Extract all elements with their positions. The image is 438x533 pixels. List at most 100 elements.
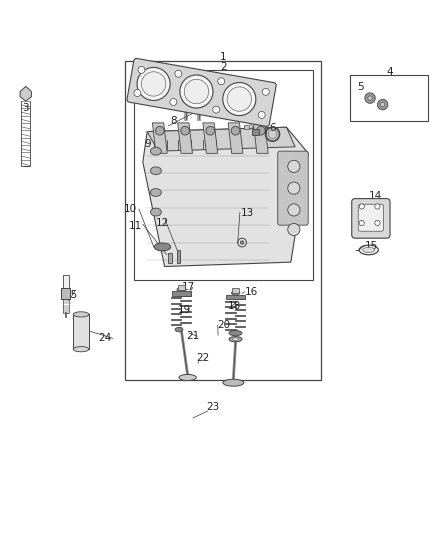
Bar: [178, 285, 185, 290]
Circle shape: [180, 75, 213, 108]
Circle shape: [365, 93, 375, 103]
Polygon shape: [20, 86, 32, 101]
Text: 13: 13: [241, 207, 254, 217]
Circle shape: [378, 99, 388, 110]
FancyBboxPatch shape: [127, 59, 276, 126]
Text: 2: 2: [220, 62, 226, 72]
Polygon shape: [143, 127, 308, 266]
Circle shape: [288, 204, 300, 216]
Ellipse shape: [73, 312, 89, 317]
Bar: [73, 314, 89, 349]
Ellipse shape: [179, 375, 196, 381]
Circle shape: [256, 126, 265, 135]
Circle shape: [240, 241, 244, 244]
Text: 25: 25: [64, 290, 78, 300]
Bar: [125, 61, 321, 379]
Circle shape: [155, 126, 164, 135]
Text: 7: 7: [239, 112, 246, 123]
Text: 20: 20: [218, 320, 231, 330]
Ellipse shape: [150, 189, 161, 197]
FancyBboxPatch shape: [278, 151, 308, 225]
Ellipse shape: [177, 288, 185, 292]
Circle shape: [227, 87, 251, 111]
Bar: [177, 250, 180, 263]
Ellipse shape: [154, 243, 171, 251]
Text: 6: 6: [269, 123, 276, 133]
Text: 24: 24: [99, 333, 112, 343]
Circle shape: [213, 106, 220, 113]
Circle shape: [223, 83, 256, 116]
Circle shape: [138, 67, 145, 74]
Circle shape: [175, 70, 182, 77]
Bar: [168, 253, 172, 263]
Circle shape: [359, 220, 364, 225]
Polygon shape: [228, 123, 243, 154]
Bar: [232, 288, 239, 293]
Text: 8: 8: [170, 116, 177, 126]
Circle shape: [170, 99, 177, 106]
Circle shape: [258, 111, 265, 118]
Ellipse shape: [150, 208, 161, 216]
FancyBboxPatch shape: [352, 199, 390, 238]
Text: 9: 9: [144, 139, 151, 149]
Circle shape: [375, 220, 380, 225]
Circle shape: [194, 95, 202, 103]
Circle shape: [141, 72, 166, 96]
Polygon shape: [178, 123, 192, 154]
Polygon shape: [203, 123, 218, 154]
Circle shape: [137, 67, 170, 101]
Ellipse shape: [233, 338, 239, 341]
Text: 14: 14: [369, 191, 382, 201]
Text: 3: 3: [22, 103, 28, 112]
Circle shape: [262, 88, 269, 95]
Text: 17: 17: [182, 282, 195, 293]
Circle shape: [381, 102, 385, 107]
FancyBboxPatch shape: [358, 204, 384, 231]
Text: 10: 10: [124, 204, 137, 214]
Ellipse shape: [229, 336, 242, 342]
Text: 23: 23: [206, 402, 219, 411]
Bar: [350, 75, 428, 120]
Bar: [61, 288, 70, 299]
Text: 15: 15: [365, 241, 378, 251]
Circle shape: [231, 126, 240, 135]
Bar: [244, 125, 249, 130]
Polygon shape: [253, 123, 268, 154]
Bar: [226, 295, 245, 299]
Text: 5: 5: [357, 82, 364, 92]
Text: 11: 11: [128, 221, 141, 231]
Text: 19: 19: [178, 305, 191, 315]
Circle shape: [218, 78, 225, 85]
Ellipse shape: [150, 167, 161, 175]
Circle shape: [359, 204, 364, 209]
Ellipse shape: [229, 330, 242, 336]
Text: 22: 22: [196, 353, 209, 363]
Circle shape: [288, 160, 300, 173]
Polygon shape: [152, 123, 167, 154]
Text: 16: 16: [244, 287, 258, 297]
Ellipse shape: [223, 379, 244, 386]
Circle shape: [288, 223, 300, 236]
Text: 12: 12: [156, 218, 170, 228]
Ellipse shape: [150, 147, 161, 155]
Text: 4: 4: [387, 67, 393, 77]
Ellipse shape: [363, 247, 375, 253]
Circle shape: [134, 90, 141, 96]
Ellipse shape: [73, 346, 89, 352]
Text: 21: 21: [186, 331, 200, 341]
Bar: [172, 292, 191, 296]
Circle shape: [183, 95, 190, 103]
Circle shape: [206, 126, 215, 135]
Circle shape: [375, 204, 380, 209]
Circle shape: [184, 79, 208, 104]
Text: 18: 18: [228, 301, 241, 311]
Bar: [134, 70, 313, 279]
Bar: [63, 275, 69, 288]
Circle shape: [368, 96, 372, 100]
Polygon shape: [147, 127, 295, 151]
Circle shape: [181, 126, 189, 135]
Text: 1: 1: [220, 52, 226, 62]
Circle shape: [288, 182, 300, 194]
Bar: [252, 128, 259, 135]
Ellipse shape: [231, 292, 240, 295]
